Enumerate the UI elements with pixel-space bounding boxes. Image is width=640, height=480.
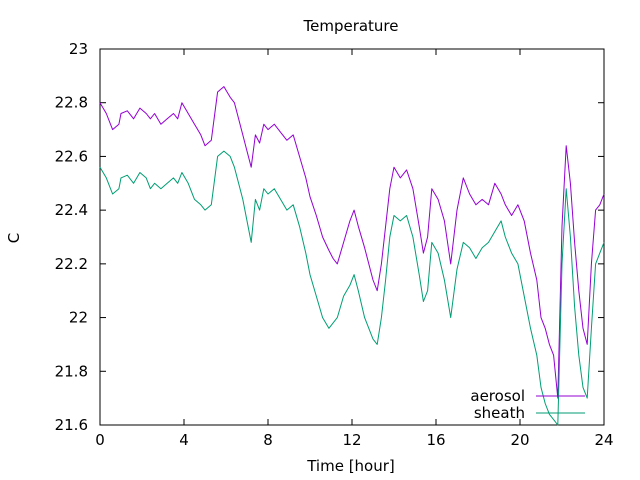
y-tick-label: 22.6 bbox=[55, 147, 88, 165]
legend-label-sheath: sheath bbox=[474, 404, 525, 422]
x-axis-label: Time [hour] bbox=[306, 457, 395, 475]
x-tick-label: 4 bbox=[179, 431, 189, 449]
series-line-aerosol bbox=[99, 86, 605, 399]
plot-frame bbox=[99, 48, 605, 426]
series-line-sheath bbox=[99, 150, 605, 426]
chart-title: Temperature bbox=[302, 17, 398, 35]
x-tick-label: 24 bbox=[594, 431, 613, 449]
y-tick-label: 22 bbox=[69, 309, 88, 327]
y-tick-label: 21.8 bbox=[55, 362, 88, 380]
legend-label-aerosol: aerosol bbox=[470, 387, 525, 405]
x-tick-label: 20 bbox=[510, 431, 529, 449]
y-tick-label: 22.2 bbox=[55, 255, 88, 273]
x-tick-label: 12 bbox=[342, 431, 361, 449]
y-tick-label: 22.8 bbox=[55, 94, 88, 112]
series-lines bbox=[99, 86, 605, 426]
x-tick-label: 8 bbox=[263, 431, 273, 449]
plot-axes bbox=[99, 48, 605, 426]
y-tick-label: 23 bbox=[69, 40, 88, 58]
y-tick-label: 22.4 bbox=[55, 201, 88, 219]
y-axis-label: C bbox=[5, 233, 23, 243]
x-tick-label: 16 bbox=[426, 431, 445, 449]
x-tick-label: 0 bbox=[95, 431, 105, 449]
y-tick-label: 21.6 bbox=[55, 416, 88, 434]
tick-marks: 0 4 8 12 16 20 24 21.6 21.8 22 22.2 22.4 22.6 22.8 23 bbox=[55, 40, 614, 449]
